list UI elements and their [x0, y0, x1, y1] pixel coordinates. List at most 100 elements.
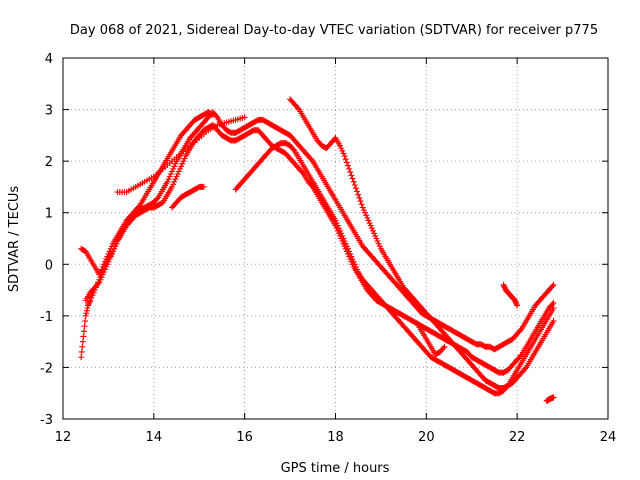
data-point [95, 280, 102, 287]
y-tick-label: -1 [40, 310, 53, 325]
data-point [338, 230, 345, 237]
data-point [359, 204, 366, 211]
data-point [86, 299, 93, 306]
data-point [79, 343, 86, 350]
y-tick-label: 0 [45, 258, 53, 273]
data-point [339, 232, 346, 239]
data-point [176, 165, 183, 172]
data-point [173, 173, 180, 180]
data-point [178, 163, 185, 170]
data-points [78, 96, 557, 404]
data-point [522, 365, 529, 372]
data-point [441, 343, 448, 350]
data-point [501, 283, 508, 290]
data-point [154, 195, 161, 202]
data-point [362, 209, 369, 216]
data-point [349, 175, 356, 182]
data-point [501, 284, 508, 291]
data-point [347, 250, 354, 257]
data-point [78, 348, 85, 355]
data-point [347, 169, 354, 176]
data-point [368, 225, 375, 232]
data-point [511, 297, 518, 304]
data-point [82, 312, 89, 319]
data-point [367, 222, 374, 229]
data-point [356, 194, 363, 201]
data-point [343, 243, 350, 250]
data-point [514, 302, 521, 309]
data-point [340, 235, 347, 242]
data-point [308, 156, 315, 163]
data-point [375, 240, 382, 247]
data-point [354, 188, 361, 195]
y-tick-label: -3 [40, 413, 53, 428]
data-point [164, 178, 171, 185]
data-point [349, 256, 356, 263]
data-point [88, 294, 95, 301]
data-point [97, 276, 104, 283]
data-point [171, 163, 178, 170]
data-point [337, 227, 344, 234]
data-point [172, 160, 179, 167]
data-point [341, 238, 348, 245]
series-arc-9 [500, 281, 521, 309]
data-point [172, 176, 179, 183]
data-point [166, 173, 173, 180]
data-point [81, 328, 88, 335]
data-point [99, 263, 106, 270]
data-point [373, 235, 380, 242]
y-tick-label: 3 [45, 104, 53, 119]
data-point [350, 178, 357, 185]
data-point [78, 354, 85, 361]
x-tick-label: 12 [55, 430, 72, 445]
data-point [79, 338, 86, 345]
data-point [200, 183, 207, 190]
data-point [341, 152, 348, 159]
data-point [550, 394, 557, 401]
data-point [85, 301, 92, 308]
data-point [169, 168, 175, 175]
x-tick-label: 24 [600, 430, 617, 445]
data-point [340, 150, 347, 157]
data-point [549, 283, 556, 290]
data-point [366, 220, 373, 227]
series-arc-8 [414, 320, 448, 358]
data-point [440, 345, 447, 352]
series-arc-5 [169, 183, 207, 211]
data-point [208, 111, 215, 118]
data-point [174, 171, 181, 178]
data-point [170, 181, 177, 188]
data-point [136, 203, 143, 210]
data-point [354, 266, 361, 273]
data-point [81, 323, 88, 330]
data-point [346, 248, 353, 255]
data-point [513, 299, 520, 306]
data-point [335, 225, 342, 232]
data-point [371, 230, 378, 237]
x-axis-label: GPS time / hours [281, 461, 390, 476]
data-point [179, 160, 186, 167]
data-point [104, 253, 111, 260]
data-point [80, 333, 87, 340]
data-point [332, 217, 339, 224]
series-arc-10 [543, 394, 557, 404]
data-point [241, 114, 248, 121]
data-point [360, 207, 367, 214]
data-point [364, 214, 371, 221]
data-point [165, 176, 172, 183]
data-point [86, 298, 93, 305]
data-point [169, 183, 175, 190]
data-point [97, 269, 104, 276]
data-point [337, 142, 344, 149]
data-point [369, 227, 376, 234]
data-point [348, 253, 355, 260]
data-point [372, 232, 379, 239]
x-tick-label: 20 [418, 430, 435, 445]
data-point [171, 178, 178, 185]
data-point [351, 181, 358, 188]
series-arc-7 [287, 96, 557, 392]
y-tick-label: 1 [45, 207, 53, 222]
data-point [106, 248, 113, 255]
